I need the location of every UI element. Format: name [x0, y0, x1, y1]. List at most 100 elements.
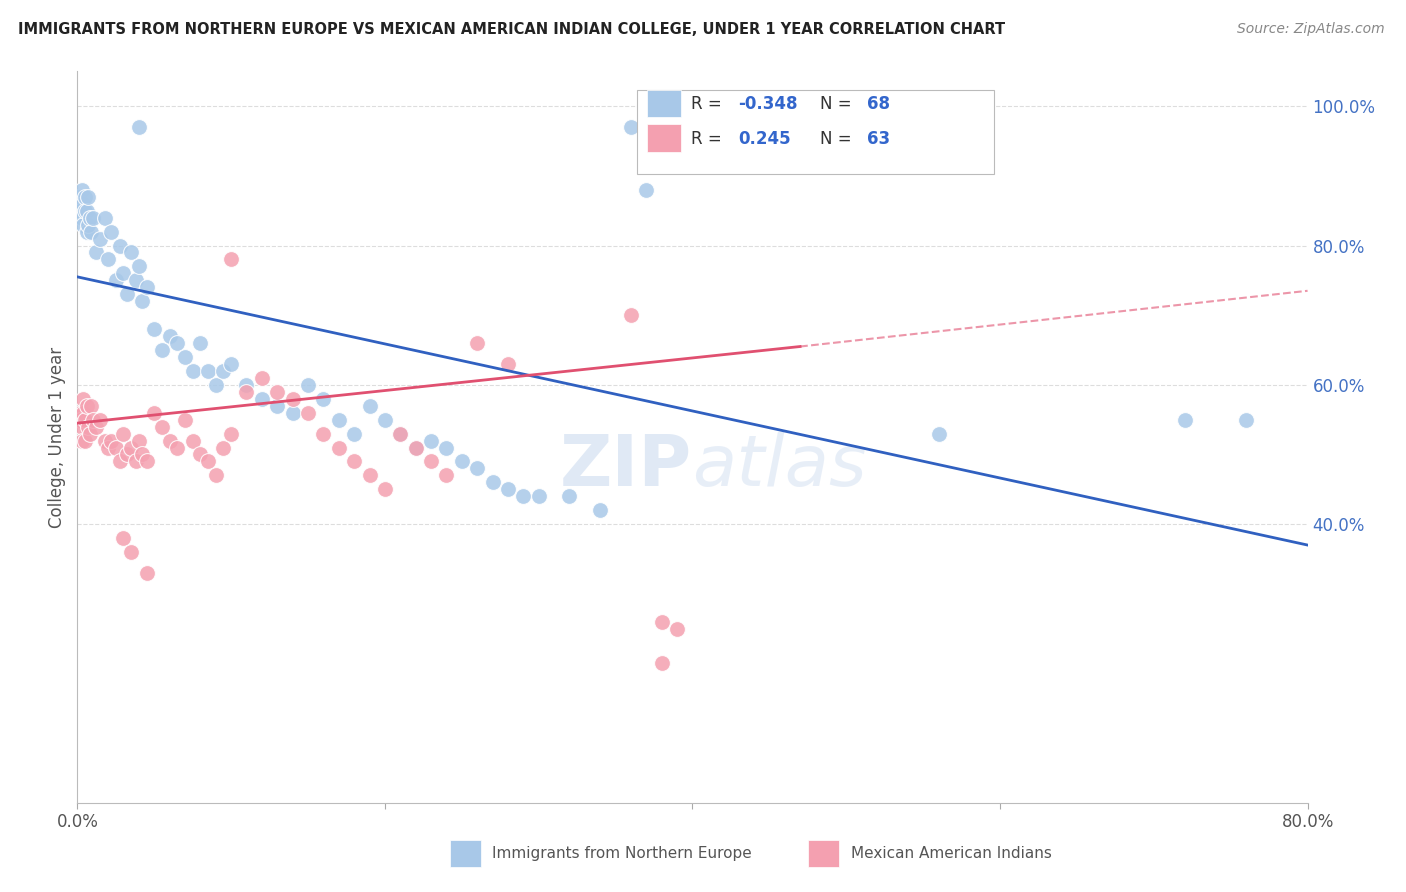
Point [135, 280, 157, 294]
Point [94, 434, 117, 448]
Point [159, 329, 181, 343]
Text: 63: 63 [868, 129, 890, 148]
Point [496, 483, 519, 497]
Point [80, 225, 103, 239]
Point [651, 615, 673, 629]
Point [359, 399, 381, 413]
Point [120, 545, 142, 559]
Point [82, 412, 104, 426]
Point [374, 412, 396, 426]
Point [84, 245, 107, 260]
Point [312, 392, 335, 406]
Point [100, 225, 122, 239]
Point [188, 448, 212, 462]
Point [312, 426, 335, 441]
Point [77, 419, 100, 434]
Text: Mexican American Indians: Mexican American Indians [851, 847, 1052, 861]
Point [374, 483, 396, 497]
Text: N =: N = [821, 129, 858, 148]
Point [125, 273, 148, 287]
Point [115, 287, 138, 301]
Point [297, 406, 319, 420]
Point [219, 357, 242, 371]
Point [128, 260, 150, 274]
Point [120, 441, 142, 455]
Text: 0.245: 0.245 [738, 129, 790, 148]
Point [465, 336, 488, 351]
Point [112, 531, 135, 545]
Point [89, 231, 111, 245]
Point [73, 190, 96, 204]
Text: IMMIGRANTS FROM NORTHERN EUROPE VS MEXICAN AMERICAN INDIAN COLLEGE, UNDER 1 YEAR: IMMIGRANTS FROM NORTHERN EUROPE VS MEXIC… [18, 22, 1005, 37]
Point [131, 294, 153, 309]
FancyBboxPatch shape [647, 90, 682, 118]
Point [589, 503, 612, 517]
Point [266, 399, 288, 413]
Point [496, 357, 519, 371]
Point [250, 392, 273, 406]
Point [465, 461, 488, 475]
Point [328, 412, 350, 426]
Point [73, 412, 96, 426]
Point [620, 120, 643, 134]
Point [70, 211, 93, 225]
Text: ZIP: ZIP [560, 432, 693, 500]
Point [1234, 412, 1257, 426]
Point [405, 441, 427, 455]
Point [76, 399, 98, 413]
Point [76, 203, 98, 218]
Point [82, 211, 104, 225]
Point [94, 211, 117, 225]
Point [512, 489, 534, 503]
Text: Immigrants from Northern Europe: Immigrants from Northern Europe [492, 847, 752, 861]
Point [181, 364, 204, 378]
Point [73, 203, 96, 218]
Point [328, 441, 350, 455]
Point [212, 441, 235, 455]
Point [79, 211, 101, 225]
Point [928, 426, 950, 441]
Text: Source: ZipAtlas.com: Source: ZipAtlas.com [1237, 22, 1385, 37]
Point [135, 566, 157, 580]
Point [197, 364, 219, 378]
Point [197, 454, 219, 468]
Point [651, 657, 673, 671]
Text: N =: N = [821, 95, 858, 113]
Point [389, 426, 412, 441]
Point [450, 454, 472, 468]
Point [77, 190, 100, 204]
Point [481, 475, 503, 490]
Point [436, 468, 458, 483]
Point [281, 406, 304, 420]
Text: R =: R = [692, 95, 727, 113]
Point [97, 252, 120, 267]
Point [558, 489, 581, 503]
Point [89, 412, 111, 426]
Point [84, 419, 107, 434]
Point [135, 454, 157, 468]
Point [166, 441, 188, 455]
Point [70, 434, 93, 448]
Point [281, 392, 304, 406]
FancyBboxPatch shape [637, 90, 994, 174]
Point [72, 196, 94, 211]
Point [527, 489, 550, 503]
Point [143, 406, 166, 420]
Point [72, 392, 94, 406]
Point [100, 434, 122, 448]
Point [181, 434, 204, 448]
Point [636, 183, 658, 197]
Point [115, 448, 138, 462]
Point [420, 454, 443, 468]
Point [128, 120, 150, 134]
Point [69, 412, 91, 426]
Point [159, 434, 181, 448]
Point [76, 225, 98, 239]
Point [343, 426, 366, 441]
Point [359, 468, 381, 483]
Text: atlas: atlas [693, 432, 868, 500]
Point [104, 273, 127, 287]
Point [72, 218, 94, 232]
Point [73, 434, 96, 448]
Point [266, 384, 288, 399]
